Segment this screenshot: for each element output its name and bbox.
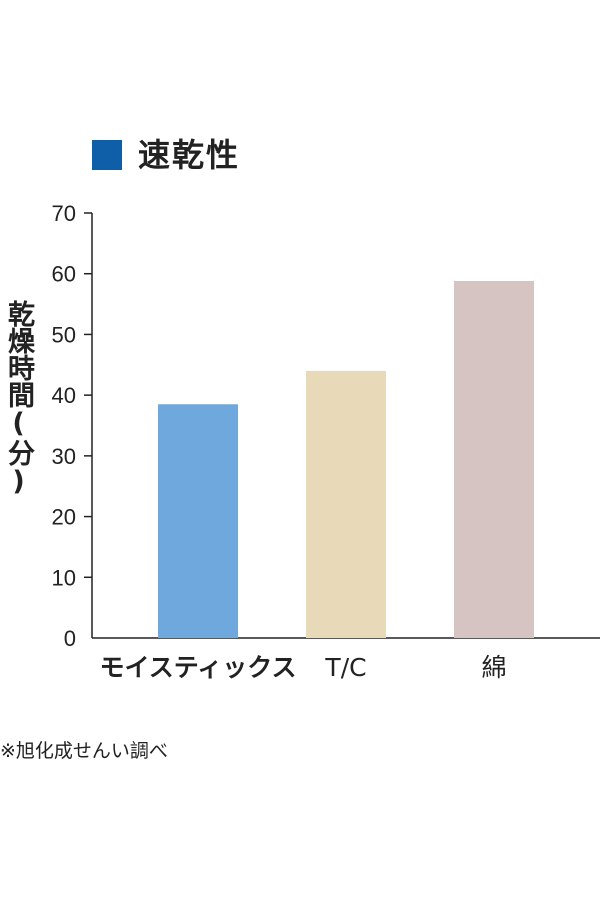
- y-tick-label: 60: [52, 262, 76, 287]
- x-tick-label: T/C: [324, 653, 366, 682]
- y-tick-label: 0: [64, 626, 76, 651]
- y-tick-label: 70: [52, 201, 76, 226]
- y-axis-label: 乾燥時間(分): [3, 300, 34, 497]
- y-tick-label: 10: [52, 565, 76, 590]
- y-tick-label: 20: [52, 505, 76, 530]
- bar: [158, 404, 238, 638]
- bar: [454, 281, 534, 638]
- legend-marker: [92, 140, 122, 170]
- chart-title: 速乾性: [138, 136, 241, 174]
- y-tick-label: 40: [52, 383, 76, 408]
- x-tick-label: モイスティックス: [99, 653, 296, 682]
- y-tick-label: 50: [52, 322, 76, 347]
- x-tick-label: 綿: [481, 653, 506, 682]
- footnote: ※旭化成せんい調べ: [0, 740, 168, 762]
- y-tick-label: 30: [52, 444, 76, 469]
- bar: [306, 370, 386, 638]
